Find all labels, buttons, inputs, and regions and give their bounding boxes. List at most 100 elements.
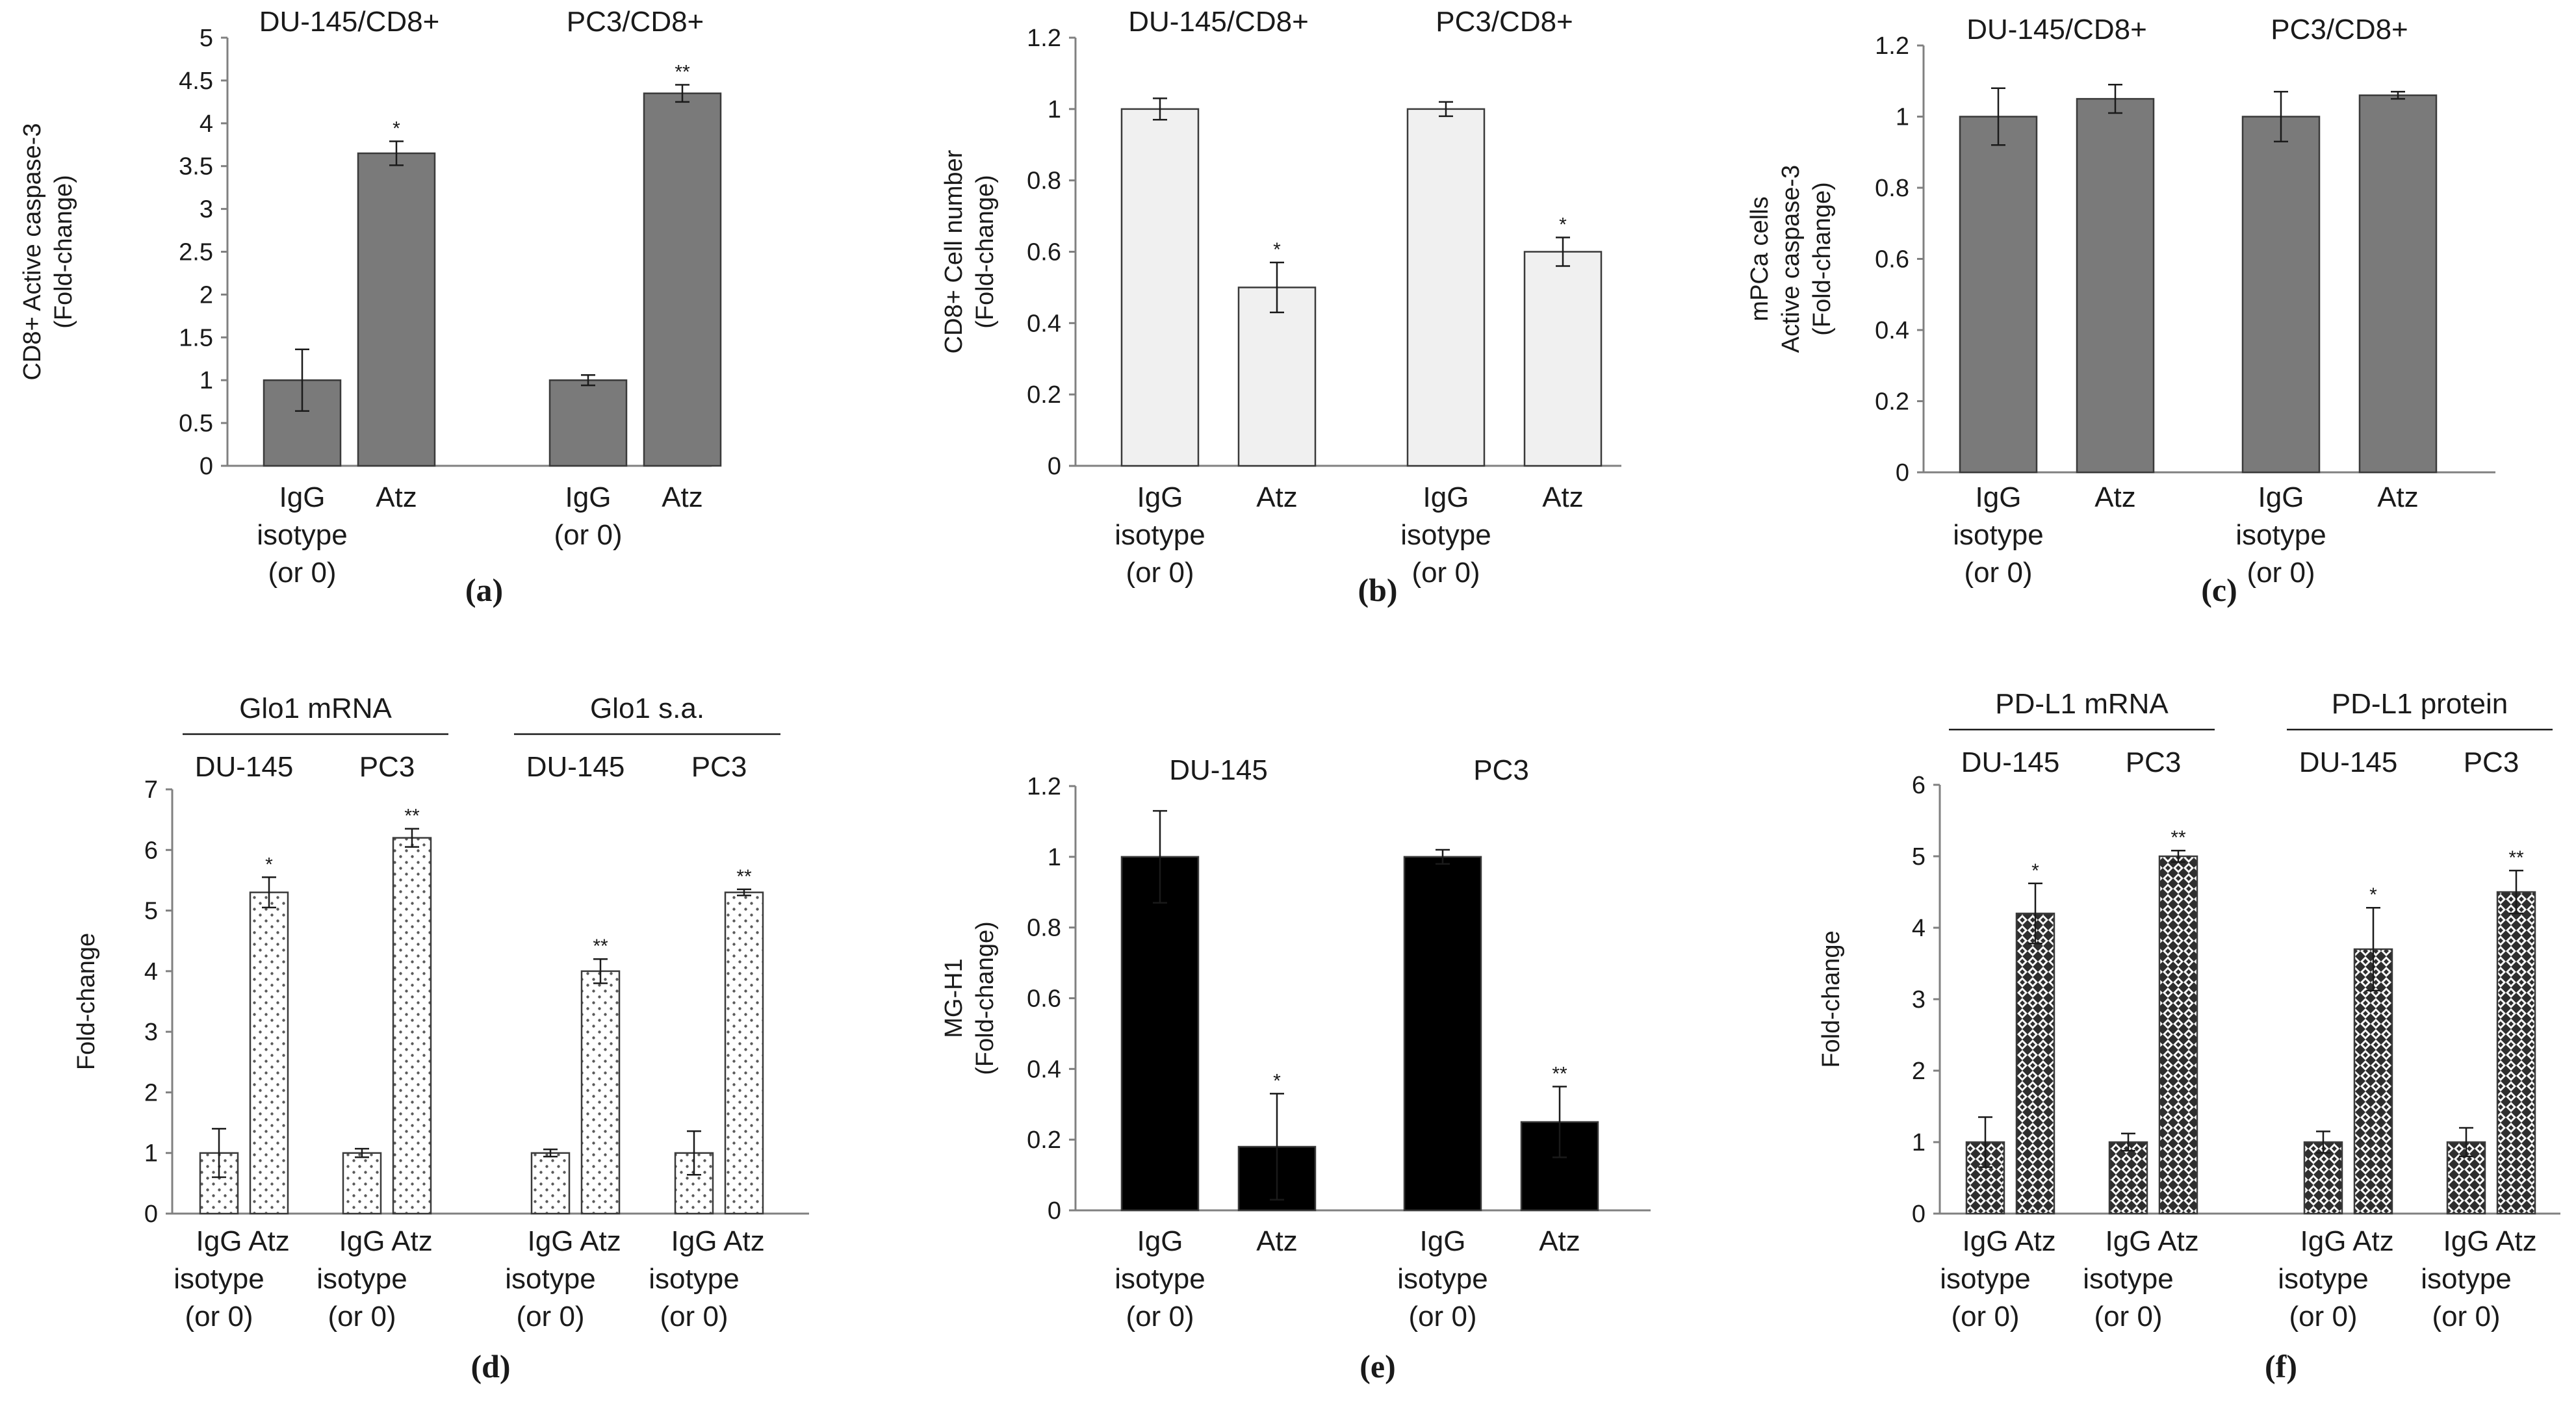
x-category-label: Atz — [723, 1225, 765, 1257]
y-axis-label: (Fold-change) — [50, 175, 77, 329]
bar — [263, 379, 342, 467]
y-tick-label: 2 — [144, 1079, 158, 1106]
group-label: PC3/CD8+ — [2271, 14, 2408, 45]
y-tick-label: 0 — [1048, 453, 1061, 480]
y-tick-label: 0 — [1896, 459, 1909, 487]
x-category-label: isotype — [1114, 519, 1205, 551]
significance-label: * — [1273, 239, 1281, 261]
bar — [1406, 108, 1486, 467]
bar — [1523, 251, 1603, 467]
group-label: PC3 — [1473, 754, 1529, 786]
bar — [2076, 97, 2155, 474]
y-tick-label: 1 — [144, 1140, 158, 1167]
significance-label: ** — [404, 806, 420, 827]
significance-label: ** — [2170, 827, 2186, 848]
x-category-label: (or 0) — [2432, 1301, 2500, 1332]
significance-label: * — [1559, 214, 1567, 236]
y-tick-label: 1.5 — [179, 324, 213, 351]
x-category-label: isotype — [649, 1263, 739, 1295]
x-category-label: isotype — [2278, 1263, 2368, 1295]
panel-label: (f) — [2265, 1348, 2297, 1384]
y-tick-label: 0.6 — [1027, 239, 1061, 266]
y-axis-label: (Fold-change) — [972, 921, 999, 1075]
x-category-label: IgG — [1137, 1225, 1183, 1257]
x-category-label: (or 0) — [1408, 1301, 1476, 1332]
y-tick-label: 3.5 — [179, 153, 213, 181]
x-category-label: IgG — [196, 1225, 242, 1257]
group-label: PC3/CD8+ — [567, 6, 704, 38]
x-category-label: (or 0) — [2094, 1301, 2162, 1332]
x-category-label: IgG — [2300, 1225, 2347, 1257]
y-tick-label: 6 — [144, 837, 158, 864]
y-tick-label: 3 — [144, 1019, 158, 1046]
x-category-label: IgG — [1137, 481, 1183, 513]
x-category-label: isotype — [2083, 1263, 2173, 1295]
group-label: DU-145 — [195, 751, 294, 783]
x-category-label: Atz — [580, 1225, 621, 1257]
y-axis-label: CD8+ Cell number — [940, 149, 968, 353]
x-category-label: Atz — [662, 481, 703, 513]
y-tick-label: 0.2 — [1027, 381, 1061, 409]
bar — [1237, 287, 1317, 467]
group-label: PC3 — [359, 751, 415, 783]
x-category-label: (or 0) — [1951, 1301, 2019, 1332]
bar — [342, 1152, 382, 1215]
bar — [724, 891, 764, 1215]
bar — [2015, 912, 2055, 1215]
x-category-label: (or 0) — [554, 519, 622, 551]
x-category-label: IgG — [2258, 481, 2304, 513]
y-tick-label: 1 — [1896, 104, 1909, 131]
bar — [392, 837, 432, 1215]
y-tick-label: 1 — [1912, 1129, 1926, 1156]
group-label: PC3/CD8+ — [1436, 6, 1573, 38]
x-category-label: (or 0) — [516, 1301, 584, 1332]
y-tick-label: 0.4 — [1027, 1056, 1061, 1083]
y-tick-label: 0.2 — [1027, 1127, 1061, 1154]
significance-label: * — [2031, 860, 2039, 882]
y-axis-label: (Fold-change) — [1809, 182, 1836, 336]
x-category-label: isotype — [174, 1263, 264, 1295]
y-tick-label: 1 — [1048, 96, 1061, 123]
bar — [2158, 855, 2198, 1215]
group-label: PC3 — [691, 751, 747, 783]
group-label: DU-145/CD8+ — [1966, 14, 2147, 45]
significance-label: ** — [2508, 847, 2524, 869]
group-label: DU-145 — [1961, 746, 2060, 778]
x-category-label: (or 0) — [660, 1301, 728, 1332]
y-tick-label: 4 — [144, 958, 158, 986]
x-category-label: Atz — [2015, 1225, 2056, 1257]
x-category-label: Atz — [1542, 481, 1584, 513]
x-category-label: (or 0) — [185, 1301, 253, 1332]
x-category-label: IgG — [565, 481, 612, 513]
group-label: DU-145 — [1169, 754, 1268, 786]
x-category-label: isotype — [316, 1263, 407, 1295]
bar — [2241, 116, 2321, 474]
x-category-label: IgG — [339, 1225, 385, 1257]
x-category-label: Atz — [1256, 1225, 1298, 1257]
group-label: DU-145 — [2299, 746, 2398, 778]
group-label: PC3 — [2464, 746, 2519, 778]
y-tick-label: 2 — [1912, 1058, 1926, 1085]
panel-label: (b) — [1358, 572, 1397, 608]
bar — [2108, 1141, 2148, 1215]
y-tick-label: 7 — [144, 776, 158, 804]
significance-label: ** — [736, 866, 752, 887]
y-tick-label: 0.4 — [1875, 317, 1909, 344]
significance-label: ** — [675, 61, 690, 83]
y-tick-label: 4.5 — [179, 68, 213, 95]
y-tick-label: 0 — [1048, 1197, 1061, 1225]
panel-label: (a) — [465, 572, 503, 608]
x-category-label: (or 0) — [1964, 557, 2032, 589]
y-tick-label: 1.2 — [1027, 25, 1061, 52]
x-category-label: IgG — [279, 481, 326, 513]
bar — [357, 152, 436, 467]
bar — [1403, 856, 1482, 1212]
bar — [1120, 856, 1200, 1212]
panel-label: (c) — [2201, 572, 2237, 608]
y-tick-label: 4 — [1912, 915, 1926, 942]
x-category-label: isotype — [1114, 1263, 1205, 1295]
y-axis-label: Fold-change — [1818, 930, 1845, 1067]
y-tick-label: 0.6 — [1027, 986, 1061, 1013]
panel-label: (e) — [1359, 1348, 1396, 1384]
